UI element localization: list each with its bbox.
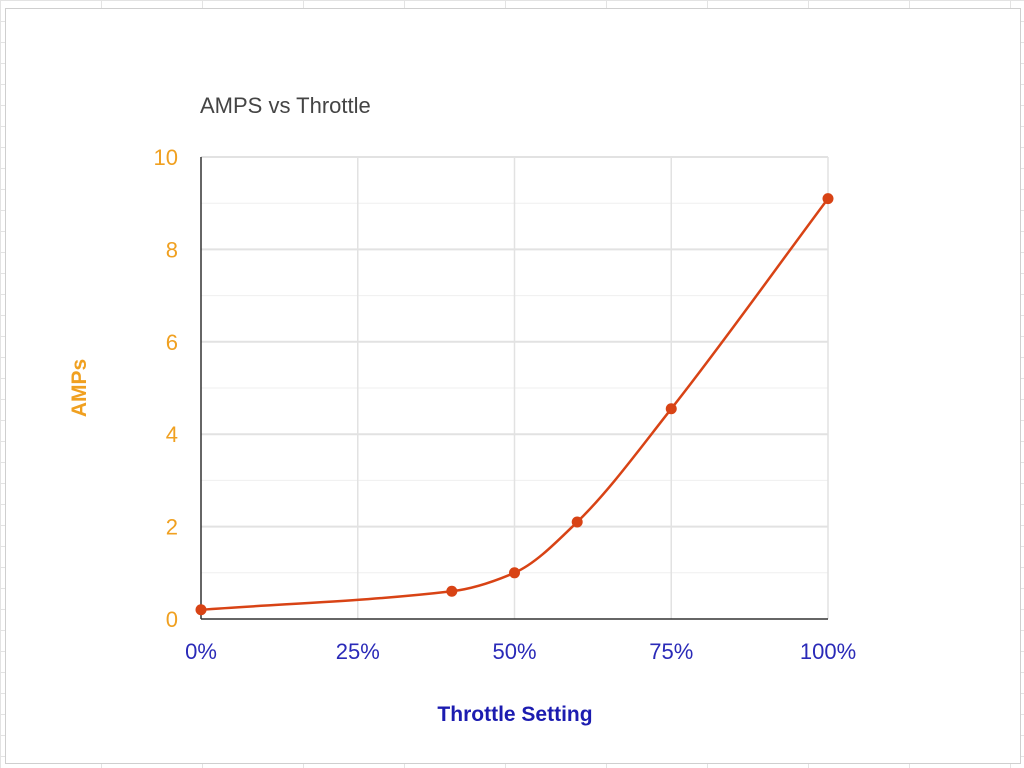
y-tick-label: 6 — [166, 330, 178, 355]
x-tick-label: 100% — [800, 639, 856, 664]
data-point[interactable] — [195, 604, 207, 616]
data-point[interactable] — [822, 193, 834, 205]
axis-layer — [200, 157, 828, 620]
data-point[interactable] — [446, 585, 458, 597]
x-tick-label: 75% — [649, 639, 693, 664]
y-tick-label: 8 — [166, 237, 178, 262]
chart-container[interactable] — [5, 8, 1021, 764]
series-layer — [195, 193, 834, 616]
data-point[interactable] — [571, 516, 583, 528]
y-tick-label: 2 — [166, 515, 178, 540]
x-tick-label: 25% — [336, 639, 380, 664]
y-axis-label: AMPs — [68, 359, 91, 417]
data-point[interactable] — [509, 567, 520, 579]
x-axis-label: Throttle Setting — [437, 703, 592, 726]
y-tick-label: 0 — [166, 607, 178, 632]
y-tick-label: 10 — [154, 145, 178, 170]
chart-title: AMPS vs Throttle — [200, 93, 371, 118]
grid-layer — [201, 156, 829, 619]
series-line — [200, 197, 830, 612]
x-tick-label: 50% — [492, 639, 536, 664]
data-point[interactable] — [665, 403, 677, 415]
y-tick-label: 4 — [166, 422, 178, 447]
x-tick-label: 0% — [185, 639, 217, 664]
